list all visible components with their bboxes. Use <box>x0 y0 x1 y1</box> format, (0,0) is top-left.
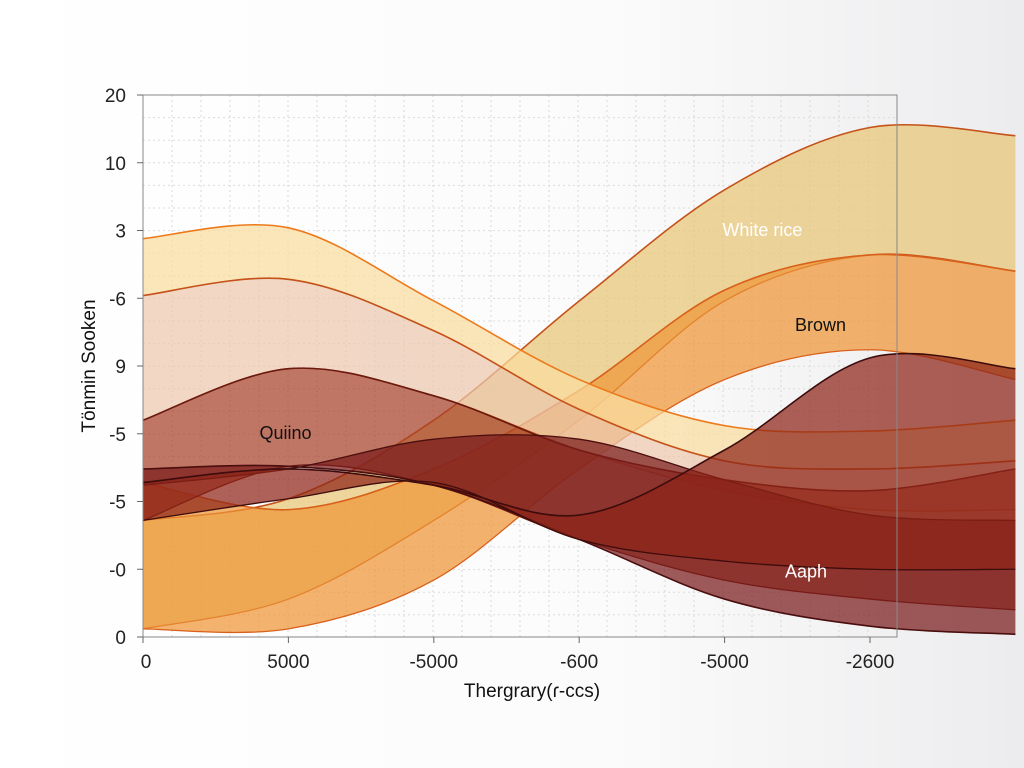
band-darkred-upper-line <box>142 352 1016 517</box>
y-tick-label: -6 <box>109 289 126 310</box>
x-ticks: 0 5000 -5000 -600 -5000 -2600 <box>141 637 895 673</box>
y-tick-label: 9 <box>115 357 126 378</box>
x-tick-label: -5000 <box>409 652 458 673</box>
annotations: White rice Brown Quiino Aaph <box>259 220 846 581</box>
annotation-label: Aaph <box>785 561 827 581</box>
y-tick-label: 3 <box>115 222 126 243</box>
band-darkred <box>143 353 1016 570</box>
x-tick-label: 0 <box>141 652 152 673</box>
y-tick-label: -5 <box>109 493 126 514</box>
annotation-label: White rice <box>722 220 802 240</box>
y-tick-label: 20 <box>105 86 126 107</box>
y-tick-label: 10 <box>105 154 126 175</box>
y-tick-label: -0 <box>109 560 126 581</box>
x-axis-label: Thergrary(ɾ-ccs) <box>464 681 600 702</box>
y-ticks: 20 10 3 -6 9 -5 -5 -0 0 <box>105 86 143 649</box>
y-tick-label: 0 <box>115 628 126 649</box>
y-tick-label: -5 <box>109 425 126 446</box>
band-beige <box>143 278 1016 512</box>
x-tick-label: -5000 <box>700 652 749 673</box>
y-axis-label: Tönmin Sooken <box>79 299 100 432</box>
band-pale <box>143 224 1016 470</box>
bands <box>142 123 1016 636</box>
x-tick-label: 5000 <box>267 652 309 673</box>
annotation-label: Quiino <box>259 423 311 443</box>
x-tick-label: -2600 <box>846 652 895 673</box>
band-darkred-lower-line <box>142 480 1016 571</box>
x-tick-label: -600 <box>560 652 598 673</box>
annotation-label: Brown <box>795 315 846 335</box>
